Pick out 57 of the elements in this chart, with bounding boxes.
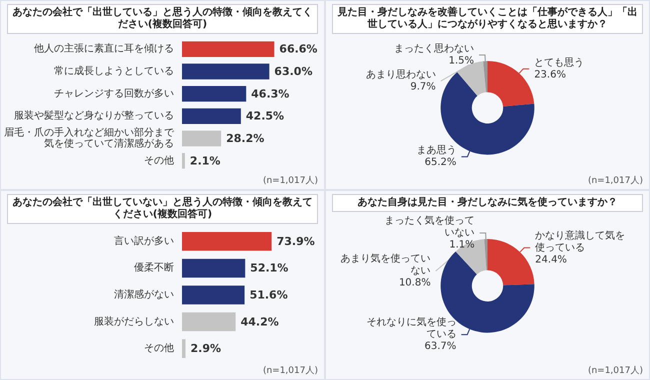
data-label: 66.6% [279, 42, 318, 56]
bar [182, 232, 272, 251]
text: (n=1,017人) [262, 176, 318, 186]
slice-label: まったく気を使っていない [384, 216, 475, 239]
slice-label: それなりに気を使っている [366, 317, 456, 340]
bar [182, 130, 222, 146]
data-label: 51.6% [250, 288, 288, 302]
y-tick-label: 優柔不断 [134, 262, 174, 274]
data-label: 23.6% [534, 69, 566, 80]
data-label: 10.8% [398, 278, 431, 289]
data-label: 63.7% [424, 341, 456, 352]
bar [182, 41, 274, 57]
slice-label: まあ思う [416, 145, 456, 156]
data-label: 46.3% [251, 87, 290, 100]
slice-label: あまり気を使っていない [340, 254, 431, 277]
y-tick-label: 常に成長しようとしている [54, 65, 174, 77]
chart-title: あなたの会社で「出世している」と思う人の特徴・傾向を教えてください(複数回答可) [7, 4, 318, 34]
data-label: 9.7% [410, 82, 436, 93]
y-tick-label: 他人の主張に素直に耳を傾ける [34, 42, 174, 55]
y-tick-label: その他 [144, 342, 174, 354]
data-label: 2.9% [190, 342, 222, 356]
slice-label: まったく思わない [394, 44, 474, 55]
data-label: 42.5% [246, 110, 284, 123]
y-tick-label: 眉毛・爪の手入れなど細かい部分まで気を使っていて清潔感がある [4, 126, 175, 150]
bar [182, 108, 241, 124]
data-label: 65.2% [424, 157, 456, 168]
text: (n=1,017人) [588, 176, 643, 186]
y-tick-label: チャレンジする回数が多い [54, 87, 174, 100]
slice-label: とても思う [534, 57, 584, 68]
data-label: 73.9% [276, 234, 315, 248]
y-tick-label: その他 [144, 154, 174, 166]
data-label: 1.1% [449, 240, 475, 251]
data-label: 44.2% [240, 315, 279, 328]
text: (n=1,017人) [588, 366, 643, 376]
y-tick-label: 清潔感がない [114, 288, 174, 300]
data-label: 63.0% [274, 65, 312, 78]
data-label: 28.2% [226, 132, 264, 145]
chart-title: 見た目・身だしなみを改善していくことは「仕事ができる人」「出世している人」につながりやすくなると思いますか？ [332, 4, 643, 34]
text: (n=1,017人) [262, 366, 318, 376]
y-tick-label: 服装や髪型など身なりが整っている [14, 110, 174, 122]
data-label: 2.1% [190, 154, 220, 168]
chart-title: あなた自身は見た目・身だしなみに気を使っていますか？ [332, 194, 643, 212]
bar [182, 64, 270, 80]
y-tick-label: 服装がだらしない [94, 315, 174, 328]
bar [182, 258, 246, 278]
y-tick-label: 言い訳が多い [114, 234, 174, 247]
data-label: 24.4% [535, 254, 567, 266]
bar [182, 286, 245, 304]
bar [182, 86, 246, 102]
bar [182, 153, 185, 169]
data-label: 1.5% [448, 56, 474, 67]
chart-title: あなたの会社で「出世していない」と思う人の特徴・傾向を教えてください(複数回答可) [7, 194, 318, 224]
data-label: 52.1% [250, 262, 288, 275]
slice-label: かなり意識して気を使っている [535, 229, 626, 254]
bar [182, 339, 186, 358]
slice-label: あまり思わない [366, 70, 436, 81]
bar [182, 312, 236, 332]
